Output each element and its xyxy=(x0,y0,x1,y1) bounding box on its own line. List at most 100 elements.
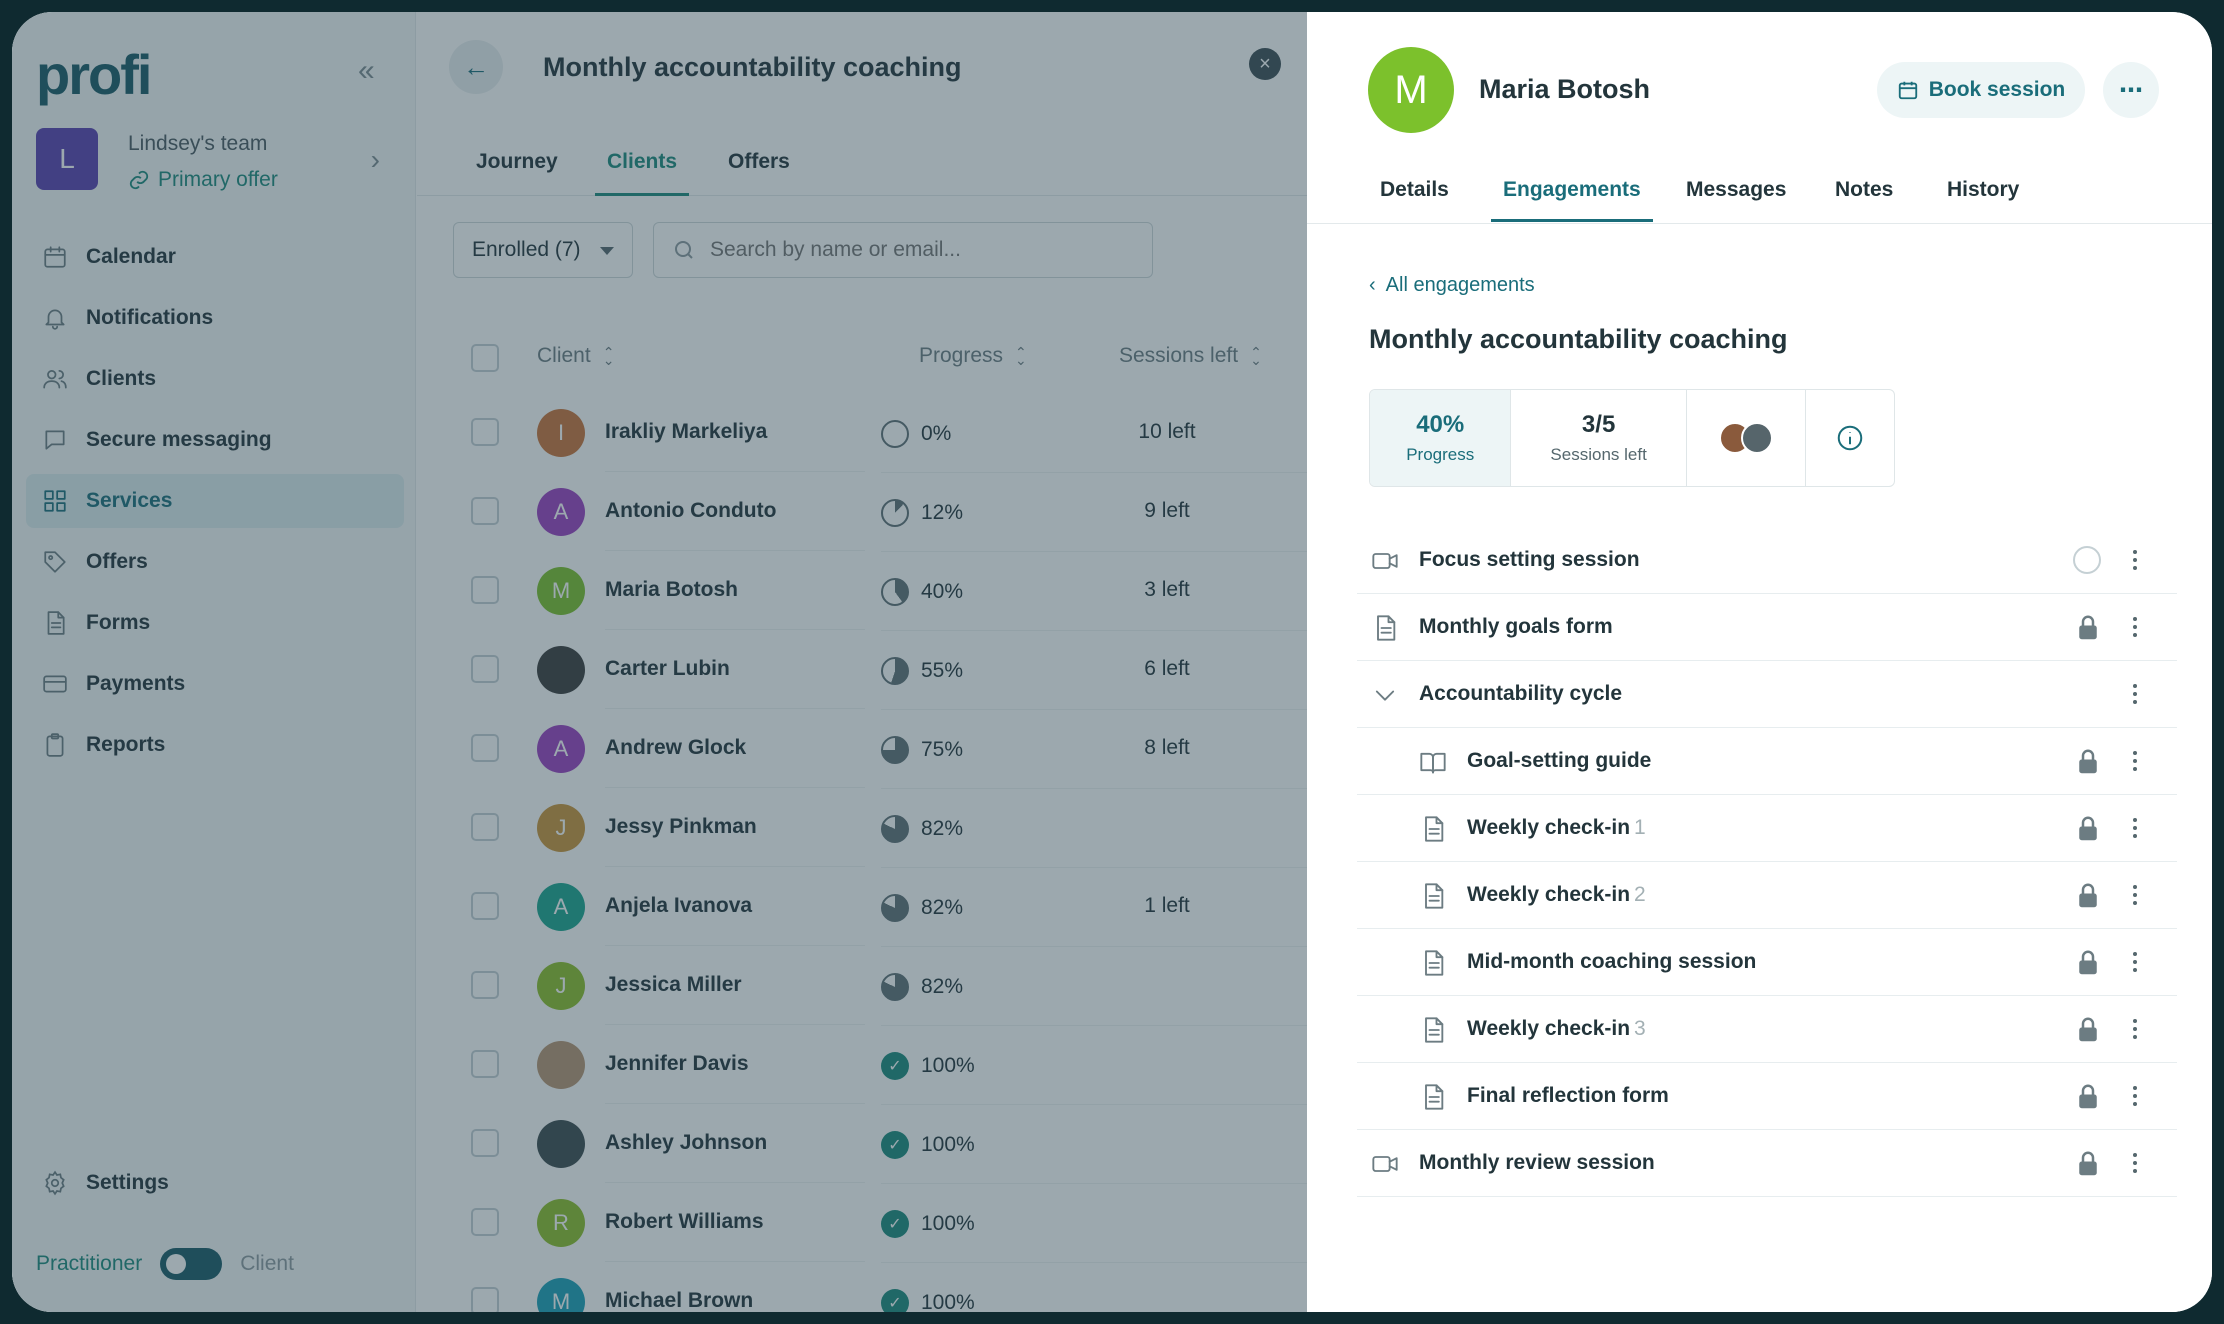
engagement-sub-item[interactable]: Weekly check-in 2 xyxy=(1357,862,2177,929)
enrolled-filter-select[interactable]: Enrolled (7) xyxy=(453,222,633,278)
kebab-menu-icon[interactable] xyxy=(2125,1014,2145,1044)
kebab-menu-icon[interactable] xyxy=(2125,545,2145,575)
sidebar-item-services[interactable]: Services xyxy=(26,474,404,528)
table-row[interactable]: J Jessica Miller 82% xyxy=(417,947,1307,1026)
table-row[interactable]: M Maria Botosh 40% 3 left xyxy=(417,552,1307,631)
tab-journey[interactable]: Journey xyxy=(476,150,558,173)
row-checkbox[interactable] xyxy=(471,971,499,999)
tab-engagements[interactable]: Engagements xyxy=(1491,178,1653,222)
client-name[interactable]: Anjela Ivanova xyxy=(605,894,865,946)
team-switcher[interactable]: L Lindsey's team Primary offer › xyxy=(36,126,396,196)
row-checkbox[interactable] xyxy=(471,892,499,920)
tab-notes[interactable]: Notes xyxy=(1835,178,1894,201)
table-row[interactable]: Ashley Johnson ✓ 100% xyxy=(417,1105,1307,1184)
sidebar-item-calendar[interactable]: Calendar xyxy=(26,230,404,284)
kebab-menu-icon[interactable] xyxy=(2125,1081,2145,1111)
sidebar-item-clients[interactable]: Clients xyxy=(26,352,404,406)
sidebar-item-notifications[interactable]: Notifications xyxy=(26,291,404,345)
client-name[interactable]: Jennifer Davis xyxy=(605,1052,865,1104)
table-row[interactable]: A Anjela Ivanova 82% 1 left xyxy=(417,868,1307,947)
mode-toggle[interactable] xyxy=(160,1248,223,1280)
engagement-sub-item[interactable]: Final reflection form xyxy=(1357,1063,2177,1130)
kebab-menu-icon[interactable] xyxy=(2125,1148,2145,1178)
status-circle[interactable] xyxy=(2073,546,2103,576)
kebab-menu-icon[interactable] xyxy=(2125,746,2145,776)
kebab-menu-icon[interactable] xyxy=(2125,679,2145,709)
tab-clients[interactable]: Clients xyxy=(594,150,690,196)
kebab-menu-icon[interactable] xyxy=(2125,880,2145,910)
all-engagements-link[interactable]: ‹ All engagements xyxy=(1369,274,1535,297)
practitioner-label: Practitioner xyxy=(36,1252,143,1275)
engagement-sub-item[interactable]: Mid-month coaching session xyxy=(1357,929,2177,996)
client-name[interactable]: Carter Lubin xyxy=(605,657,865,709)
table-row[interactable]: R Robert Williams ✓ 100% xyxy=(417,1184,1307,1263)
sessions-stat[interactable]: 3/5 Sessions left xyxy=(1511,390,1687,486)
client-label: Client xyxy=(240,1252,294,1275)
team-avatar: L xyxy=(36,128,98,190)
tab-details[interactable]: Details xyxy=(1380,178,1449,201)
table-row[interactable]: Carter Lubin 55% 6 left xyxy=(417,631,1307,710)
engagement-item[interactable]: Accountability cycle xyxy=(1357,661,2177,728)
client-column-header[interactable]: Client ⌃ ⌄ xyxy=(537,344,614,368)
client-name[interactable]: Andrew Glock xyxy=(605,736,865,788)
client-name[interactable]: Irakliy Markeliya xyxy=(605,420,865,472)
table-row[interactable]: I Irakliy Markeliya 0% 10 left xyxy=(417,394,1307,473)
back-button[interactable]: ← xyxy=(449,40,503,94)
row-checkbox[interactable] xyxy=(471,813,499,841)
engagement-sub-item[interactable]: Goal-setting guide xyxy=(1357,728,2177,795)
progress-column-header[interactable]: Progress ⌃ ⌄ xyxy=(919,344,1027,368)
primary-offer-link[interactable]: Primary offer xyxy=(128,168,278,192)
progress-column-label: Progress xyxy=(919,344,1004,367)
sidebar-item-reports[interactable]: Reports xyxy=(26,718,404,772)
more-options-button[interactable]: ⋯ xyxy=(2103,62,2159,118)
item-icon-wrap[interactable] xyxy=(1371,681,1399,709)
info-stat[interactable] xyxy=(1806,390,1894,486)
sidebar-item-offers[interactable]: Offers xyxy=(26,535,404,589)
double-chevron-left-icon[interactable]: « xyxy=(358,54,375,87)
row-checkbox[interactable] xyxy=(471,1208,499,1236)
table-row[interactable]: A Antonio Conduto 12% 9 left xyxy=(417,473,1307,552)
row-checkbox[interactable] xyxy=(471,734,499,762)
search-input[interactable] xyxy=(710,238,1130,262)
client-name[interactable]: Robert Williams xyxy=(605,1210,865,1262)
book-session-button[interactable]: Book session xyxy=(1877,62,2085,118)
sidebar-item-settings[interactable]: Settings xyxy=(26,1156,404,1210)
client-name[interactable]: Antonio Conduto xyxy=(605,499,865,551)
client-name[interactable]: Maria Botosh xyxy=(605,578,865,630)
engagement-sub-item[interactable]: Weekly check-in 3 xyxy=(1357,996,2177,1063)
participants-stat[interactable] xyxy=(1687,390,1807,486)
kebab-menu-icon[interactable] xyxy=(2125,947,2145,977)
row-checkbox[interactable] xyxy=(471,576,499,604)
row-checkbox[interactable] xyxy=(471,497,499,525)
row-checkbox[interactable] xyxy=(471,418,499,446)
sidebar-item-payments[interactable]: Payments xyxy=(26,657,404,711)
tab-history[interactable]: History xyxy=(1947,178,2020,201)
row-checkbox[interactable] xyxy=(471,1050,499,1078)
sidebar-item-forms[interactable]: Forms xyxy=(26,596,404,650)
table-row[interactable]: Jennifer Davis ✓ 100% xyxy=(417,1026,1307,1105)
sidebar-item-secure-messaging[interactable]: Secure messaging xyxy=(26,413,404,467)
close-icon[interactable]: × xyxy=(1249,48,1281,80)
engagement-sub-item[interactable]: Weekly check-in 1 xyxy=(1357,795,2177,862)
row-checkbox[interactable] xyxy=(471,655,499,683)
client-name[interactable]: Ashley Johnson xyxy=(605,1131,865,1183)
engagement-item[interactable]: Focus setting session xyxy=(1357,527,2177,594)
tab-offers[interactable]: Offers xyxy=(728,150,790,173)
table-row[interactable]: J Jessy Pinkman 82% xyxy=(417,789,1307,868)
kebab-menu-icon[interactable] xyxy=(2125,612,2145,642)
sessions-column-header[interactable]: Sessions left ⌃ ⌄ xyxy=(1119,344,1262,368)
client-name[interactable]: Jessica Miller xyxy=(605,973,865,1025)
select-all-checkbox[interactable] xyxy=(471,344,499,372)
row-checkbox[interactable] xyxy=(471,1287,499,1312)
client-name[interactable]: Jessy Pinkman xyxy=(605,815,865,867)
row-checkbox[interactable] xyxy=(471,1129,499,1157)
tab-messages[interactable]: Messages xyxy=(1686,178,1787,201)
client-name[interactable]: Michael Brown xyxy=(605,1289,865,1312)
engagement-item[interactable]: Monthly goals form xyxy=(1357,594,2177,661)
table-row[interactable]: M Michael Brown ✓ 100% xyxy=(417,1263,1307,1312)
kebab-menu-icon[interactable] xyxy=(2125,813,2145,843)
engagement-item[interactable]: Monthly review session xyxy=(1357,1130,2177,1197)
client-search[interactable] xyxy=(653,222,1153,278)
progress-stat[interactable]: 40% Progress xyxy=(1370,390,1512,486)
table-row[interactable]: A Andrew Glock 75% 8 left xyxy=(417,710,1307,789)
